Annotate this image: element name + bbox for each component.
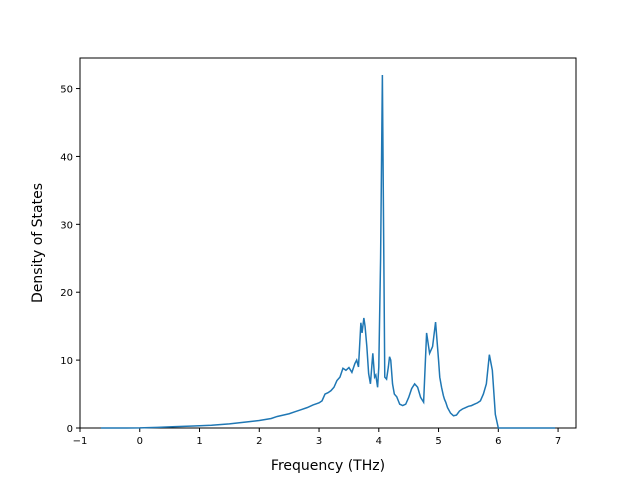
x-tick-label: −1 (73, 436, 88, 447)
series-line (100, 74, 556, 429)
y-tick-label: 50 (60, 85, 73, 96)
x-axis-label: Frequency (THz) (271, 458, 385, 474)
y-tick-label: 30 (60, 220, 73, 231)
y-tick-label: 40 (60, 152, 73, 163)
x-tick-label: 6 (495, 436, 501, 447)
x-tick-label: 2 (256, 436, 262, 447)
x-tick-label: 7 (555, 436, 561, 447)
y-axis-ticks: 0 10 20 30 40 50 (60, 85, 80, 435)
x-tick-label: 5 (435, 436, 441, 447)
plot-area-frame (79, 57, 577, 429)
x-tick-label: 0 (137, 436, 143, 447)
y-tick-label: 10 (60, 356, 73, 367)
x-tick-label: 1 (196, 436, 202, 447)
x-tick-label: 3 (316, 436, 322, 447)
x-axis-ticks: −1 0 1 2 3 4 5 6 7 (73, 428, 561, 447)
y-axis-label: Density of States (30, 183, 46, 303)
x-tick-label: 4 (376, 436, 382, 447)
y-tick-label: 0 (67, 424, 73, 435)
y-tick-label: 20 (60, 288, 73, 299)
